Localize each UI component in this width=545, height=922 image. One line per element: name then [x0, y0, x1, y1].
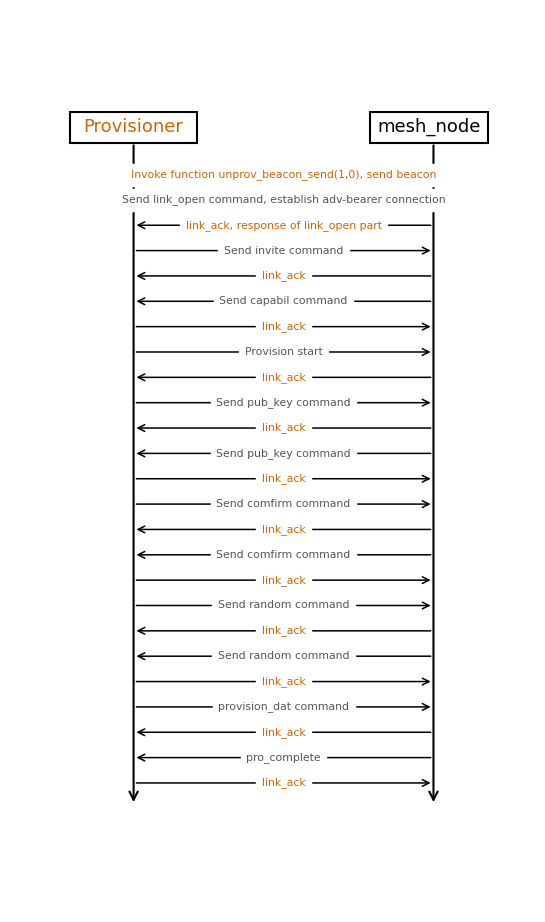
Text: pro_complete: pro_complete	[246, 752, 321, 763]
Text: link_ack: link_ack	[262, 625, 305, 636]
Text: link_ack: link_ack	[262, 270, 305, 281]
Text: link_ack: link_ack	[262, 372, 305, 383]
Text: link_ack: link_ack	[262, 321, 305, 332]
Text: Provisioner: Provisioner	[83, 118, 184, 136]
Text: link_ack: link_ack	[262, 473, 305, 484]
Text: mesh_node: mesh_node	[378, 118, 481, 136]
FancyBboxPatch shape	[370, 112, 488, 143]
Text: Provision start: Provision start	[245, 347, 323, 357]
Text: link_ack: link_ack	[262, 777, 305, 788]
FancyBboxPatch shape	[70, 112, 197, 143]
Text: Send link_open command, establish adv-bearer connection: Send link_open command, establish adv-be…	[122, 195, 445, 206]
Text: link_ack: link_ack	[262, 422, 305, 433]
Text: Send pub_key command: Send pub_key command	[216, 448, 351, 459]
Text: Send invite command: Send invite command	[224, 245, 343, 255]
Text: Send comfirm command: Send comfirm command	[216, 499, 350, 509]
Text: Send capabil command: Send capabil command	[219, 296, 348, 306]
Text: link_ack: link_ack	[262, 574, 305, 585]
Text: Send random command: Send random command	[218, 600, 349, 610]
Text: link_ack: link_ack	[262, 676, 305, 687]
Text: Invoke function unprov_beacon_send(1,0), send beacon: Invoke function unprov_beacon_send(1,0),…	[131, 169, 436, 180]
Text: Send pub_key command: Send pub_key command	[216, 397, 351, 408]
Text: link_ack: link_ack	[262, 727, 305, 738]
Text: Send comfirm command: Send comfirm command	[216, 550, 350, 560]
Text: link_ack: link_ack	[262, 524, 305, 535]
Text: Send random command: Send random command	[218, 651, 349, 661]
Text: link_ack, response of link_open part: link_ack, response of link_open part	[185, 219, 382, 230]
Text: provision_dat command: provision_dat command	[218, 702, 349, 713]
